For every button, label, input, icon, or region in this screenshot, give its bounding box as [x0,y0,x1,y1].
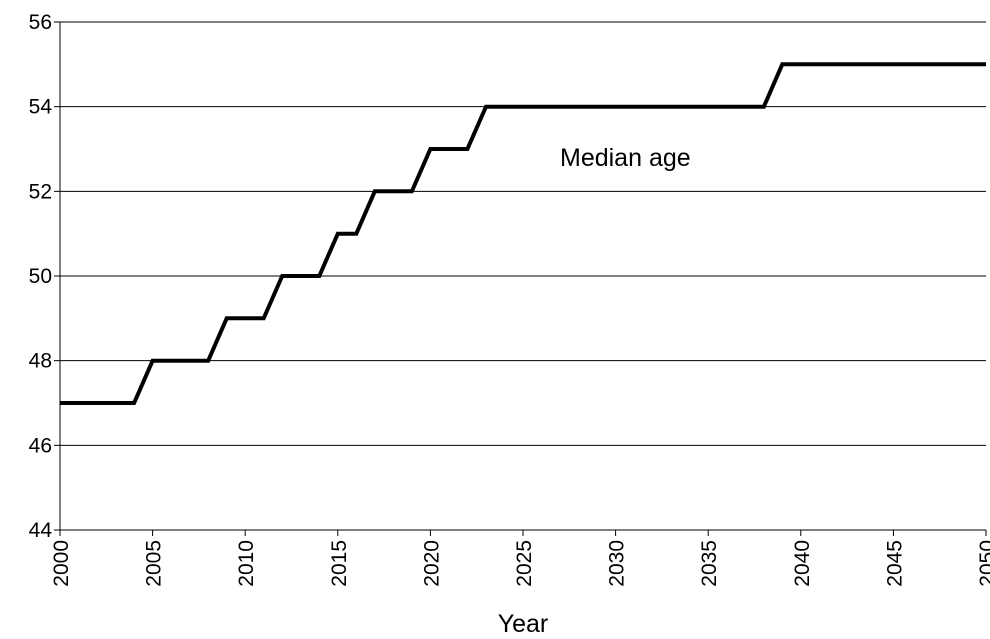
y-tick-label: 56 [29,11,52,34]
x-tick-label: 2030 [606,540,629,587]
x-tick-label: 2020 [420,540,443,587]
x-tick-label: 2010 [235,540,258,587]
y-tick-label: 50 [29,265,52,288]
axes [54,21,987,536]
x-tick-label: 2015 [328,540,351,587]
series-line-0 [60,62,986,405]
x-tick-label: 2040 [791,540,814,587]
x-tick-label: 2000 [50,540,73,587]
y-tick-label: 44 [29,519,53,542]
y-tick-label: 48 [29,350,52,373]
tick-labels: 44 46 48 50 52 54 56 2000 2005 2010 2015 2020 2025 20… [29,11,990,587]
gridlines [60,21,986,531]
y-tick-label: 54 [29,96,53,119]
median-age-annotation: Median age [560,144,691,172]
y-tick-label: 46 [29,434,52,457]
y-tick-label: 52 [29,180,52,203]
x-tick-label: 2035 [698,540,721,587]
x-tick-label: 2050 [976,540,990,587]
series-layer [60,62,986,405]
x-tick-label: 2025 [513,540,536,587]
x-tick-label: 2005 [143,540,166,587]
x-tick-label: 2045 [883,540,906,587]
x-axis-title: Year [498,610,549,638]
